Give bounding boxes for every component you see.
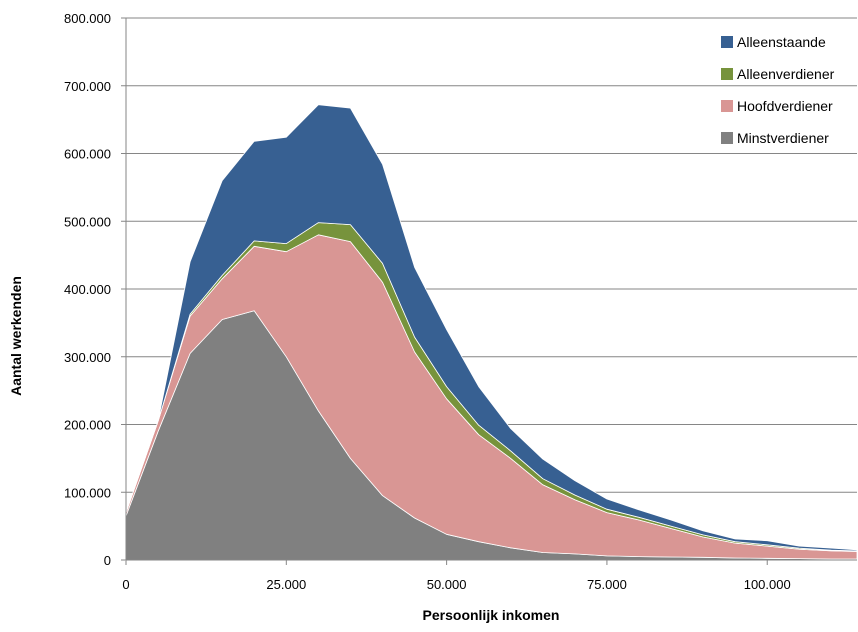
y-tick-label: 300.000 bbox=[64, 350, 111, 365]
legend-swatch bbox=[721, 100, 733, 112]
legend-label: Alleenverdiener bbox=[737, 66, 835, 82]
legend: Alleenstaande Alleenverdiener Hoofdverdien… bbox=[721, 34, 835, 146]
legend-label: Minstverdiener bbox=[737, 130, 829, 146]
legend-swatch bbox=[721, 68, 733, 80]
y-tick-label: 100.000 bbox=[64, 485, 111, 500]
y-tick-label: 200.000 bbox=[64, 418, 111, 433]
y-tick-labels: 0 100.000 200.000 300.000 400.000 500.000 600.… bbox=[64, 11, 111, 568]
y-tick-label: 800.000 bbox=[64, 11, 111, 26]
x-tick-label: 50.000 bbox=[427, 577, 467, 592]
y-tick-label: 400.000 bbox=[64, 282, 111, 297]
x-tick-label: 75.000 bbox=[587, 577, 627, 592]
x-axis-title: Persoonlijk inkomen bbox=[423, 607, 560, 623]
x-tick-label: 0 bbox=[122, 577, 129, 592]
area-alleenstaande bbox=[125, 104, 858, 552]
legend-label: Hoofdverdiener bbox=[737, 98, 833, 114]
x-tick-labels: 0 25.000 50.000 75.000 100.000 bbox=[122, 577, 790, 592]
y-axis-title: Aantal werkenden bbox=[8, 276, 24, 396]
y-tick-label: 700.000 bbox=[64, 79, 111, 94]
legend-label: Alleenstaande bbox=[737, 34, 826, 50]
legend-swatch bbox=[721, 36, 733, 48]
y-tick-label: 500.000 bbox=[64, 214, 111, 229]
y-tick-label: 0 bbox=[104, 553, 111, 568]
area-series bbox=[125, 104, 858, 561]
x-tick-label: 100.000 bbox=[744, 577, 791, 592]
legend-swatch bbox=[721, 132, 733, 144]
x-tick-label: 25.000 bbox=[266, 577, 306, 592]
y-tick-label: 600.000 bbox=[64, 147, 111, 162]
axes bbox=[125, 18, 857, 561]
